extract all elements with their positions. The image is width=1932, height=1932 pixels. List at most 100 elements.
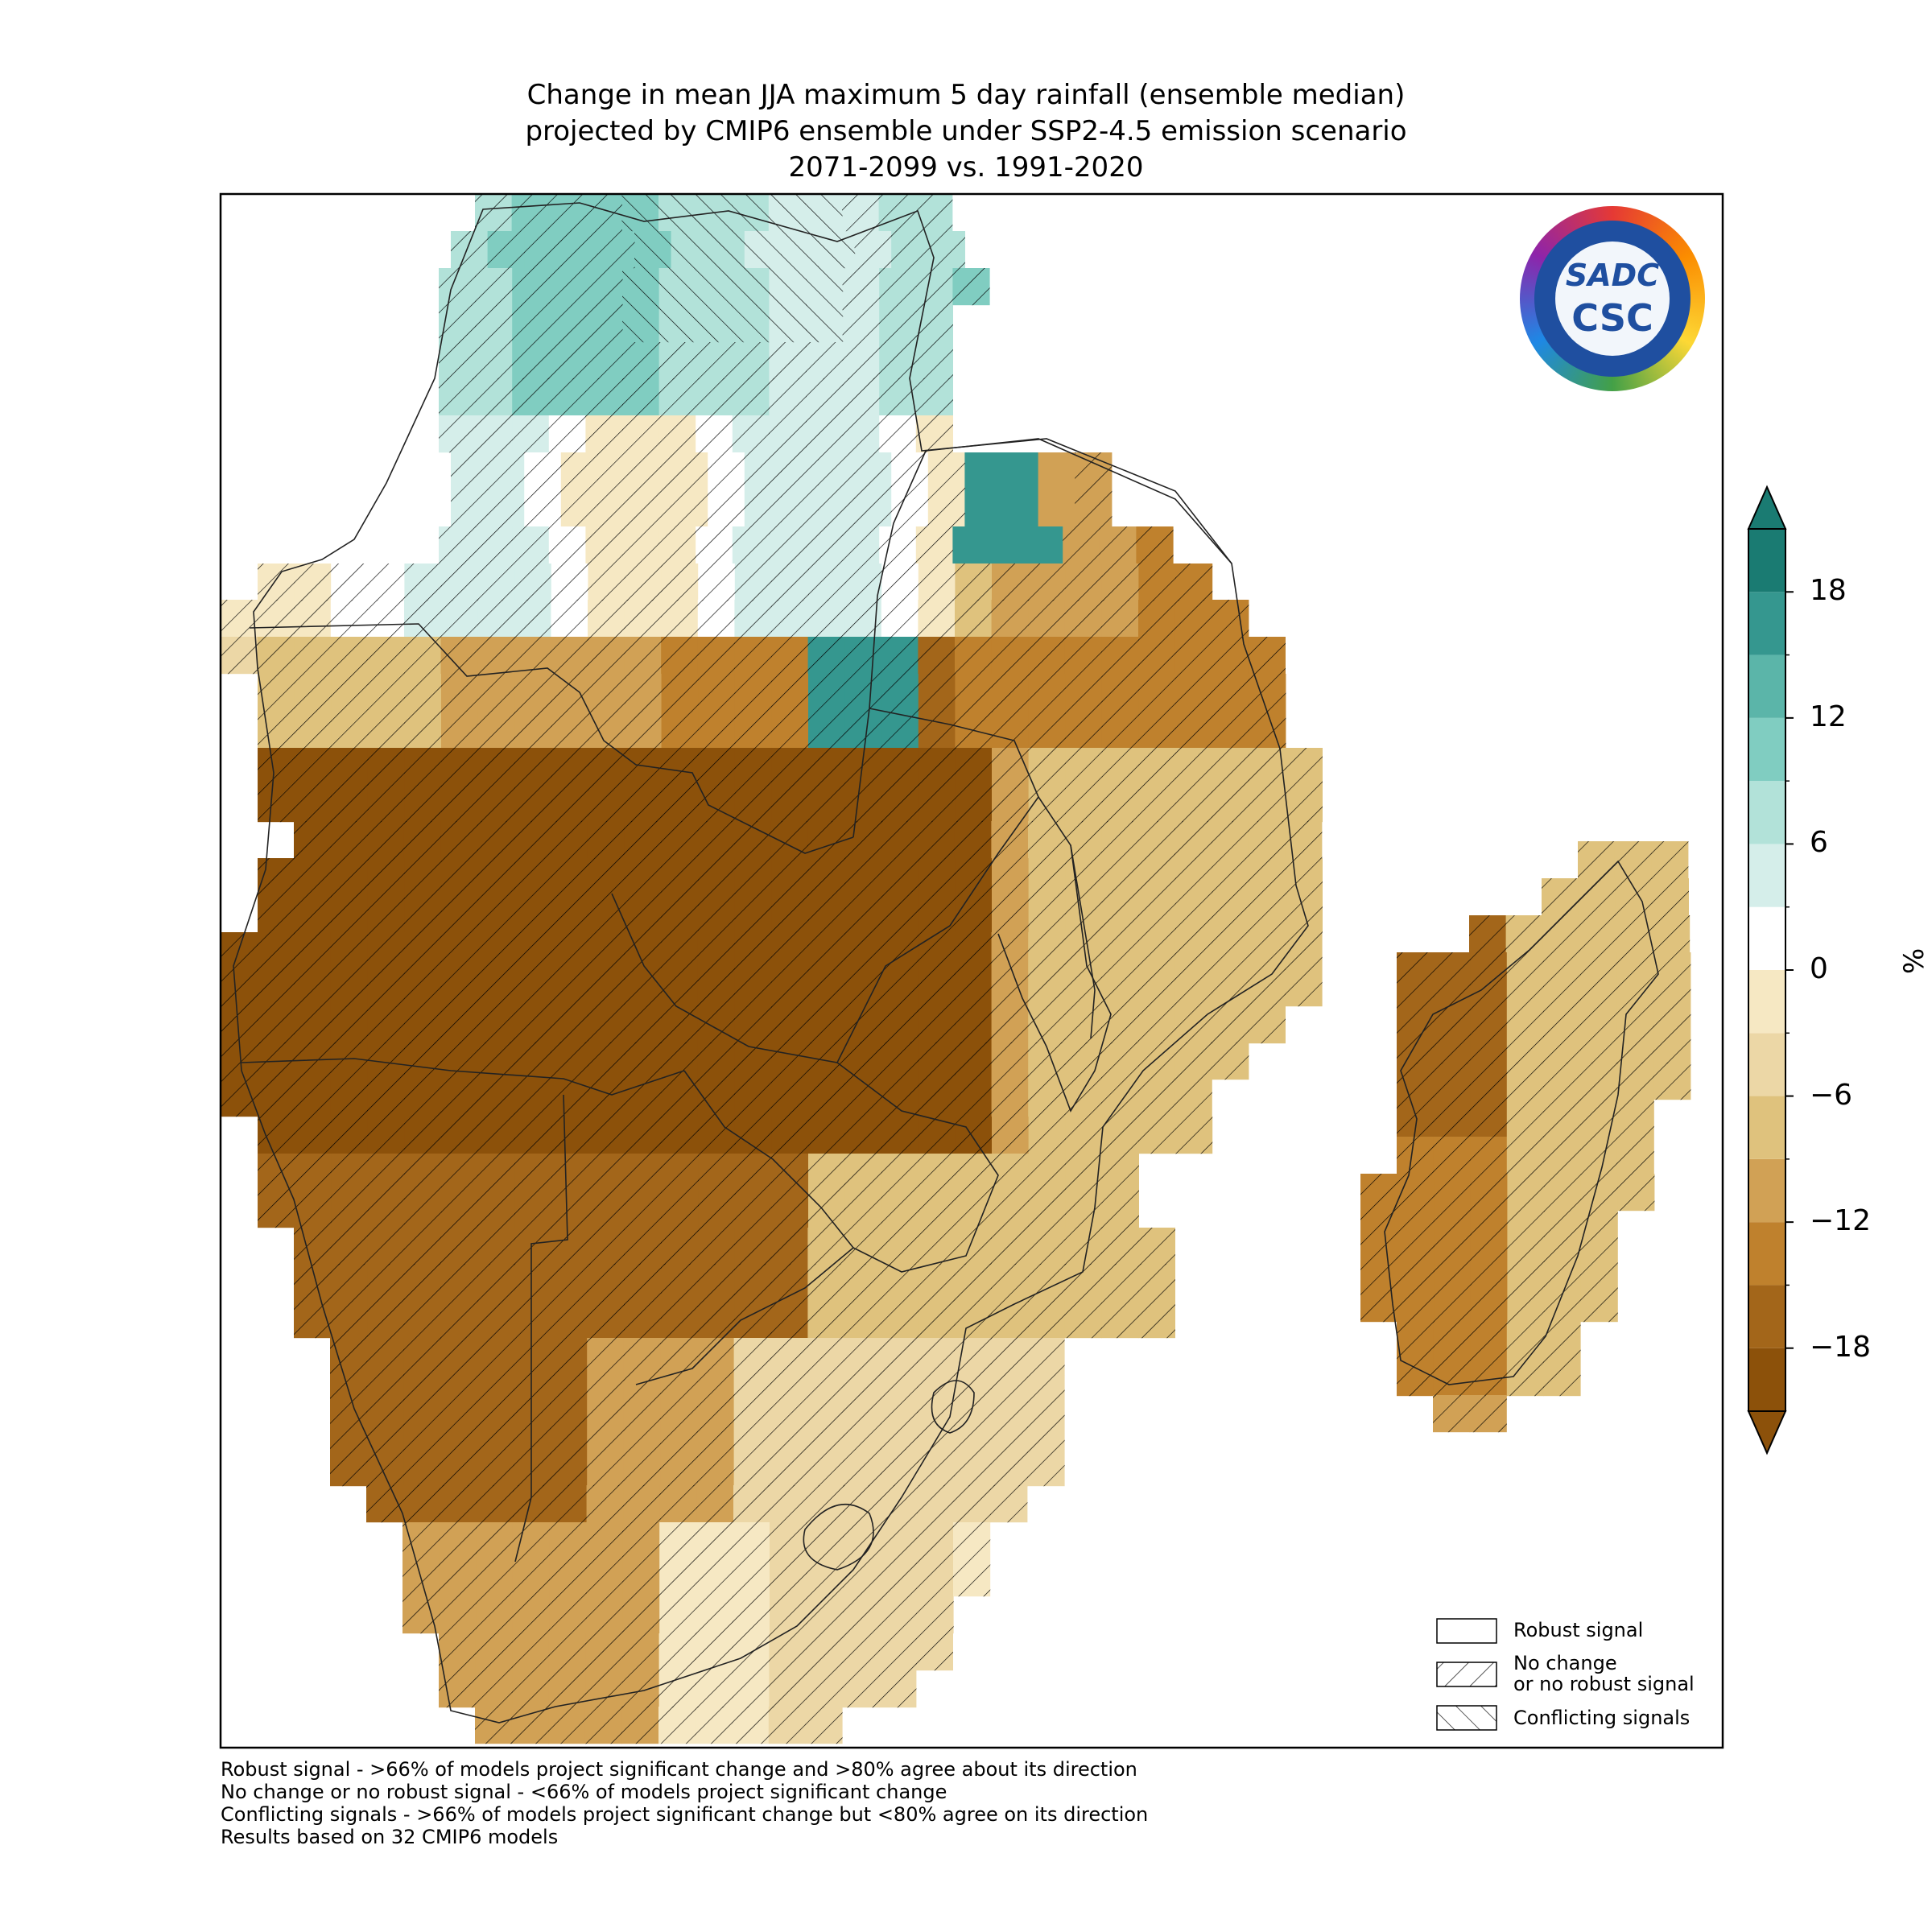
hatch-cell [661,564,699,601]
hatch-cell [588,1154,625,1191]
hatch-cell [512,1559,550,1597]
hatch-cell [697,1042,735,1080]
hatch-cell [808,748,846,786]
hatch-cell [955,564,993,601]
heatmap-cell [1038,452,1075,490]
title-line-1: Change in mean JJA maximum 5 day rainfal… [526,79,1406,111]
hatch-cell [330,1042,368,1080]
hatch-cell [258,785,295,823]
hatch-cell [330,1338,368,1376]
hatch-cell [1506,1322,1544,1360]
colorbar-tick-label: 0 [1810,952,1828,985]
hatch-cell [551,969,588,1007]
hatch-cell [1506,1063,1544,1100]
hatch-cell [879,526,917,564]
hatch-cell [550,1485,588,1523]
hatch-cell [879,268,917,306]
colorbar-bin [1748,1033,1785,1096]
hatch-cell [439,526,477,564]
hatch-cell [1212,969,1249,1007]
hatch-cell [916,1559,954,1597]
hatch-cell [844,711,882,749]
hatch-cell [1616,1137,1654,1174]
hatch-cell [624,821,662,859]
hatch-cell [439,378,477,416]
hatch-cell [366,1412,404,1450]
hatch-cell [1028,711,1066,749]
hatch-cell [955,600,993,638]
hatch-cell [992,1154,1030,1191]
hatch-cell [955,895,993,933]
hatch-cell [881,1301,919,1339]
hatch-cell [1397,1322,1435,1360]
hatch-cell [623,1375,661,1413]
hatch-cell [1064,1301,1102,1339]
hatch-cell [807,1338,844,1376]
hatch-cell [955,637,993,675]
hatch-cell [367,1191,405,1228]
hatch-cell [1543,1322,1581,1360]
hatch-cell [744,452,782,490]
hatch-cell [1101,969,1139,1007]
hatch-cell [524,231,562,269]
hatch-cell [844,1080,882,1117]
hatch-cell [771,1042,809,1080]
hatch-cell [477,711,515,749]
hatch-cell [771,1006,809,1044]
hatch-cell [441,674,479,712]
hatch-cell [514,969,551,1007]
hatch-cell [625,1191,663,1228]
hatch-cell [441,895,479,933]
hatch-cell [879,415,917,453]
hatch-cell [477,1301,515,1339]
hatch-cell [551,1006,588,1044]
hatch-cell [915,378,953,416]
hatch-cell [955,748,993,786]
hatch-cell [927,489,965,527]
hatch-cell [1360,1174,1398,1212]
hatch-cell [781,452,819,490]
hatch-cell [770,1485,807,1523]
hatch-cell [475,1670,513,1708]
hatch-cell [808,895,846,933]
hatch-cell [1249,785,1286,823]
hatch-cell [1653,1063,1691,1100]
hatch-cell [955,1042,993,1080]
hatch-cell [624,1006,662,1044]
hatch-cell [1433,1395,1471,1433]
hatch-cell [806,415,844,453]
hatch-cell [771,748,809,786]
footnote-1: Robust signal - >66% of models project s… [221,1758,1137,1781]
hatch-cell [1397,1248,1435,1286]
hatch-cell [257,1006,295,1044]
hatch-cell [294,748,332,786]
hatch-cell [881,637,919,675]
hatch-cell [916,1522,954,1560]
hatch-cell [330,600,368,638]
hatch-cell [708,489,745,527]
hatch-cell [881,858,919,896]
hatch-cell [734,895,772,933]
hatch-cell [955,1154,993,1191]
hatch-cell [992,711,1030,749]
hatch-cell [597,452,635,490]
hatch-cell [1028,1228,1066,1265]
hatch-cell [1101,1006,1139,1044]
hatch-cell [881,1264,919,1302]
hatch-cell [918,1154,956,1191]
hatch-cell [770,1412,808,1450]
hatch-cell [769,378,807,416]
hatch-cell [624,1042,662,1080]
hatch-cell [621,1707,659,1744]
hatch-cell [586,1559,624,1597]
hatch-cell [1028,1154,1066,1191]
hatch-cell [1543,1026,1581,1064]
hatch-cell [514,1080,551,1117]
hatch-cell [1138,637,1176,675]
hatch-cell [1101,674,1139,712]
hatch-cell [477,674,515,712]
hatch-cell [927,452,965,490]
hatch-cell [512,305,550,343]
hatch-cell [881,1042,919,1080]
colorbar-tick-label: 18 [1810,574,1847,608]
